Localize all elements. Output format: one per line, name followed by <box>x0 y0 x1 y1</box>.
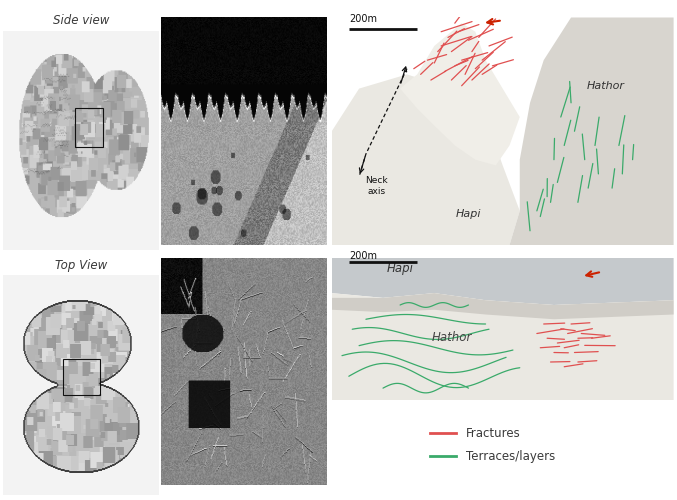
Text: 200m: 200m <box>349 250 377 260</box>
Text: Hathor: Hathor <box>431 330 472 344</box>
Polygon shape <box>510 18 674 245</box>
Text: Top View: Top View <box>55 259 108 272</box>
Text: Hapi: Hapi <box>456 208 481 218</box>
Text: Hapi: Hapi <box>387 262 414 275</box>
Text: Hathor: Hathor <box>586 80 624 90</box>
Text: Neck
axis: Neck axis <box>365 176 387 196</box>
Bar <box>75 108 103 148</box>
Polygon shape <box>332 293 674 320</box>
Legend: Fractures, Terraces/layers: Fractures, Terraces/layers <box>426 422 560 468</box>
Polygon shape <box>332 293 674 400</box>
Text: Side view: Side view <box>53 14 110 28</box>
Text: 200m: 200m <box>349 14 377 24</box>
Polygon shape <box>400 23 520 166</box>
Polygon shape <box>332 74 520 245</box>
Bar <box>62 359 100 395</box>
Polygon shape <box>332 258 674 305</box>
